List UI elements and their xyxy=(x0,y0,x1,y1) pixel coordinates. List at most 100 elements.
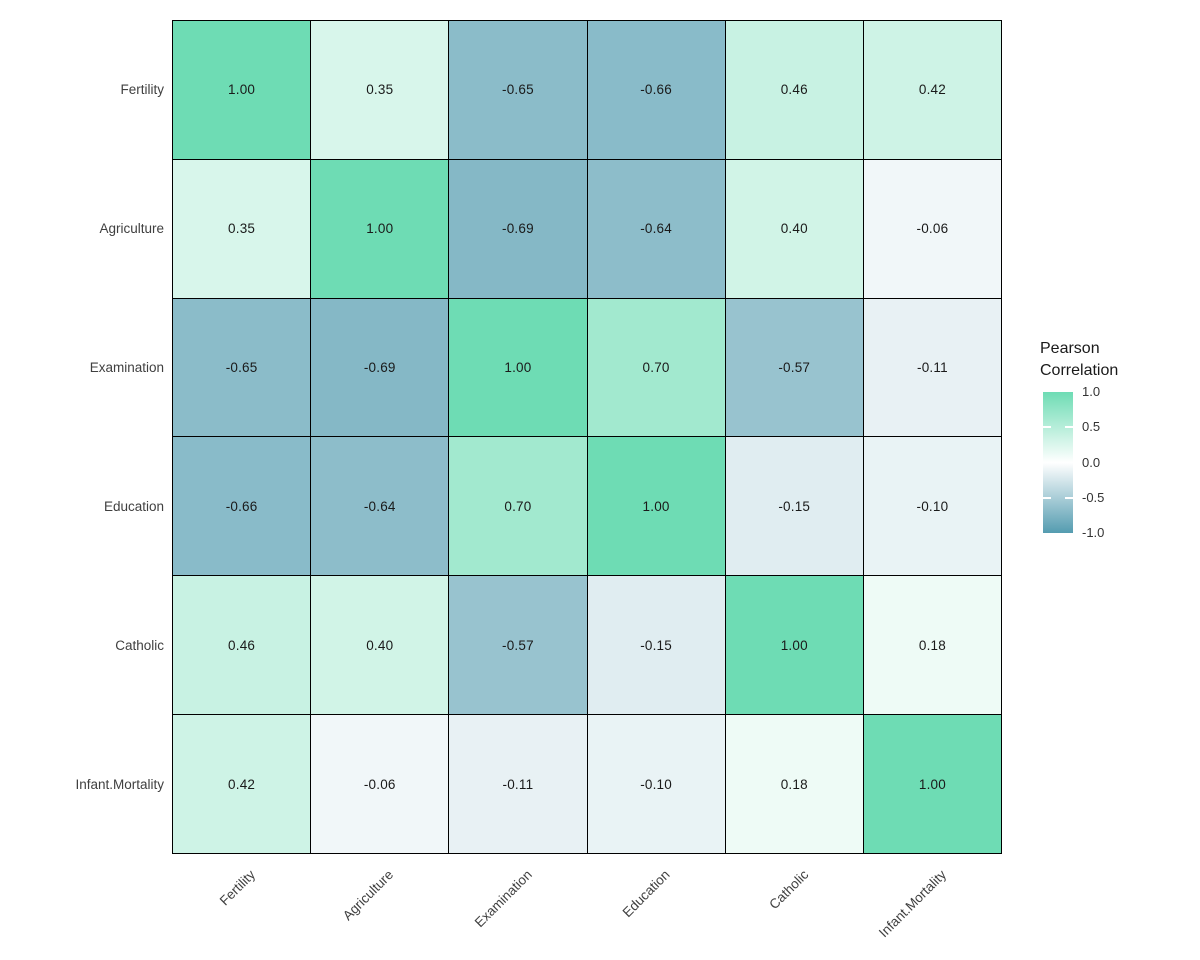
x-axis-label: Infant.Mortality xyxy=(876,867,950,941)
heatmap-cell: -0.11 xyxy=(863,298,1001,437)
cell-value: -0.57 xyxy=(778,360,811,376)
heatmap-cell: -0.57 xyxy=(725,298,863,437)
cell-value: 1.00 xyxy=(504,360,532,376)
heatmap-cell: 1.00 xyxy=(725,576,863,715)
heatmap-cell: 0.18 xyxy=(863,576,1001,715)
heatmap-cell: 0.46 xyxy=(725,21,863,159)
heatmap-cell: 0.46 xyxy=(173,576,311,715)
heatmap-cell: -0.64 xyxy=(311,437,449,576)
cell-value: 1.00 xyxy=(918,776,946,792)
legend-tick-label: 1.0 xyxy=(1082,384,1101,399)
heatmap-cell: 0.40 xyxy=(311,576,449,715)
x-axis-label: Education xyxy=(619,867,673,921)
cell-value: -0.69 xyxy=(502,221,534,237)
heatmap-cell: 1.00 xyxy=(587,437,725,576)
cell-value: 1.00 xyxy=(366,221,394,237)
cell-value: 0.42 xyxy=(918,82,946,98)
x-axis-label: Agriculture xyxy=(339,867,397,924)
cell-value: -0.65 xyxy=(225,360,258,376)
legend-tick-mark xyxy=(1065,496,1073,499)
cell-value: 1.00 xyxy=(642,498,670,514)
heatmap-cell: 1.00 xyxy=(311,159,449,298)
cell-value: -0.66 xyxy=(225,498,258,514)
x-axis-label: Catholic xyxy=(766,867,812,913)
cell-value: -0.15 xyxy=(640,637,672,653)
heatmap-cell: 0.35 xyxy=(311,21,449,159)
heatmap-cell: 0.70 xyxy=(587,298,725,437)
cell-value: -0.64 xyxy=(363,498,396,514)
heatmap-cell: 0.35 xyxy=(173,159,311,298)
cell-value: -0.15 xyxy=(778,498,811,514)
legend-tick-mark xyxy=(1043,426,1051,429)
heatmap-cell: -0.65 xyxy=(173,298,311,437)
heatmap-cell: -0.65 xyxy=(449,21,587,159)
legend-tick-mark xyxy=(1043,496,1051,499)
heatmap-cell: -0.11 xyxy=(449,715,587,853)
cell-value: -0.69 xyxy=(363,360,396,376)
cell-value: 0.42 xyxy=(228,776,256,792)
y-axis-label: Infant.Mortality xyxy=(75,777,164,792)
legend-tick-label: -1.0 xyxy=(1082,525,1105,540)
cell-value: 0.35 xyxy=(366,82,394,98)
legend-tick-label: 0.0 xyxy=(1082,454,1101,470)
cell-value: -0.57 xyxy=(502,637,534,653)
cell-value: -0.66 xyxy=(640,82,672,98)
cell-value: -0.06 xyxy=(916,221,949,237)
y-axis-labels: Fertility Agriculture Examination Education… xyxy=(0,20,164,854)
cell-value: 1.00 xyxy=(228,82,256,98)
heatmap-cell: -0.57 xyxy=(449,576,587,715)
heatmap-cell: -0.06 xyxy=(863,159,1001,298)
cell-value: 0.46 xyxy=(228,637,256,653)
cell-value: 0.18 xyxy=(918,637,946,653)
y-axis-label: Education xyxy=(103,499,164,514)
cell-value: -0.06 xyxy=(363,776,396,792)
heatmap-cell: -0.64 xyxy=(587,159,725,298)
legend-tick-label: 0.5 xyxy=(1082,419,1101,435)
cell-value: -0.64 xyxy=(640,221,672,237)
legend-title-line1: Pearson xyxy=(1040,340,1100,357)
legend-title: Pearson Correlation xyxy=(1040,338,1118,382)
heatmap-cell: -0.15 xyxy=(725,437,863,576)
y-axis-label: Examination xyxy=(89,360,164,375)
heatmap-cell: -0.06 xyxy=(311,715,449,853)
heatmap-cell: -0.66 xyxy=(173,437,311,576)
y-axis-label: Catholic xyxy=(115,638,164,653)
heatmap-cell: -0.66 xyxy=(587,21,725,159)
heatmap-cell: -0.10 xyxy=(587,715,725,853)
heatmap-cell: 1.00 xyxy=(173,21,311,159)
heatmap-cell: 0.42 xyxy=(863,21,1001,159)
heatmap-cell: -0.15 xyxy=(587,576,725,715)
cell-value: -0.11 xyxy=(917,360,948,376)
heatmap-cell: 0.70 xyxy=(449,437,587,576)
cell-value: -0.10 xyxy=(640,776,672,792)
heatmap-cell: -0.10 xyxy=(863,437,1001,576)
heatmap-panel: 1.00 0.35 -0.65 -0.66 0.46 0.42 0.35 1.00 -0.69 -… xyxy=(172,20,1002,854)
heatmap-cell: 1.00 xyxy=(863,715,1001,853)
cell-value: 0.70 xyxy=(642,360,670,376)
cell-value: 0.40 xyxy=(780,221,808,237)
legend-tick-label: -0.5 xyxy=(1082,489,1105,505)
y-axis-label: Agriculture xyxy=(99,221,164,236)
heatmap-cell: -0.69 xyxy=(449,159,587,298)
cell-value: 0.46 xyxy=(780,82,808,98)
cell-value: 0.70 xyxy=(504,498,532,514)
heatmap-cell: -0.69 xyxy=(311,298,449,437)
legend-gradient-bar xyxy=(1043,392,1073,533)
y-axis-label: Fertility xyxy=(120,82,165,97)
cell-value: -0.65 xyxy=(502,82,534,98)
x-axis-label: Fertility xyxy=(216,867,258,909)
cell-value: -0.10 xyxy=(916,498,949,514)
heatmap-cell: 1.00 xyxy=(449,298,587,437)
cell-value: 0.35 xyxy=(228,221,256,237)
cell-value: -0.11 xyxy=(502,776,534,792)
heatmap-cell: 0.40 xyxy=(725,159,863,298)
heatmap-cell: 0.42 xyxy=(173,715,311,853)
legend-title-line2: Correlation xyxy=(1040,362,1119,379)
x-axis-label: Examination xyxy=(471,867,535,931)
cell-value: 1.00 xyxy=(780,637,808,653)
cell-value: 0.18 xyxy=(780,776,808,792)
legend-tick-mark xyxy=(1065,426,1073,429)
heatmap-cell: 0.18 xyxy=(725,715,863,853)
cell-value: 0.40 xyxy=(366,637,394,653)
